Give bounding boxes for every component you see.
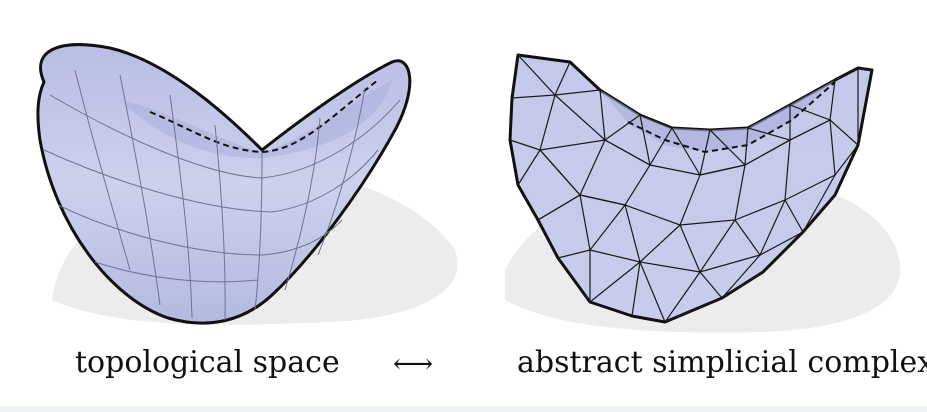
left-surface bbox=[36, 43, 412, 325]
caption-topological-space: topological space bbox=[75, 345, 340, 380]
double-headed-arrow-icon: ⟷ bbox=[393, 347, 434, 380]
right-rim-shade bbox=[600, 80, 835, 152]
right-mesh bbox=[509, 54, 873, 324]
caption-simplicial-complex: abstract simplicial complex bbox=[517, 345, 927, 380]
simplicial-complex-drawing bbox=[505, 53, 901, 333]
right-dashed-rim bbox=[627, 81, 836, 154]
left-rim-shade bbox=[120, 80, 392, 159]
bottom-bar bbox=[0, 406, 927, 412]
topological-space-drawing bbox=[36, 43, 458, 325]
left-grid bbox=[43, 69, 401, 321]
